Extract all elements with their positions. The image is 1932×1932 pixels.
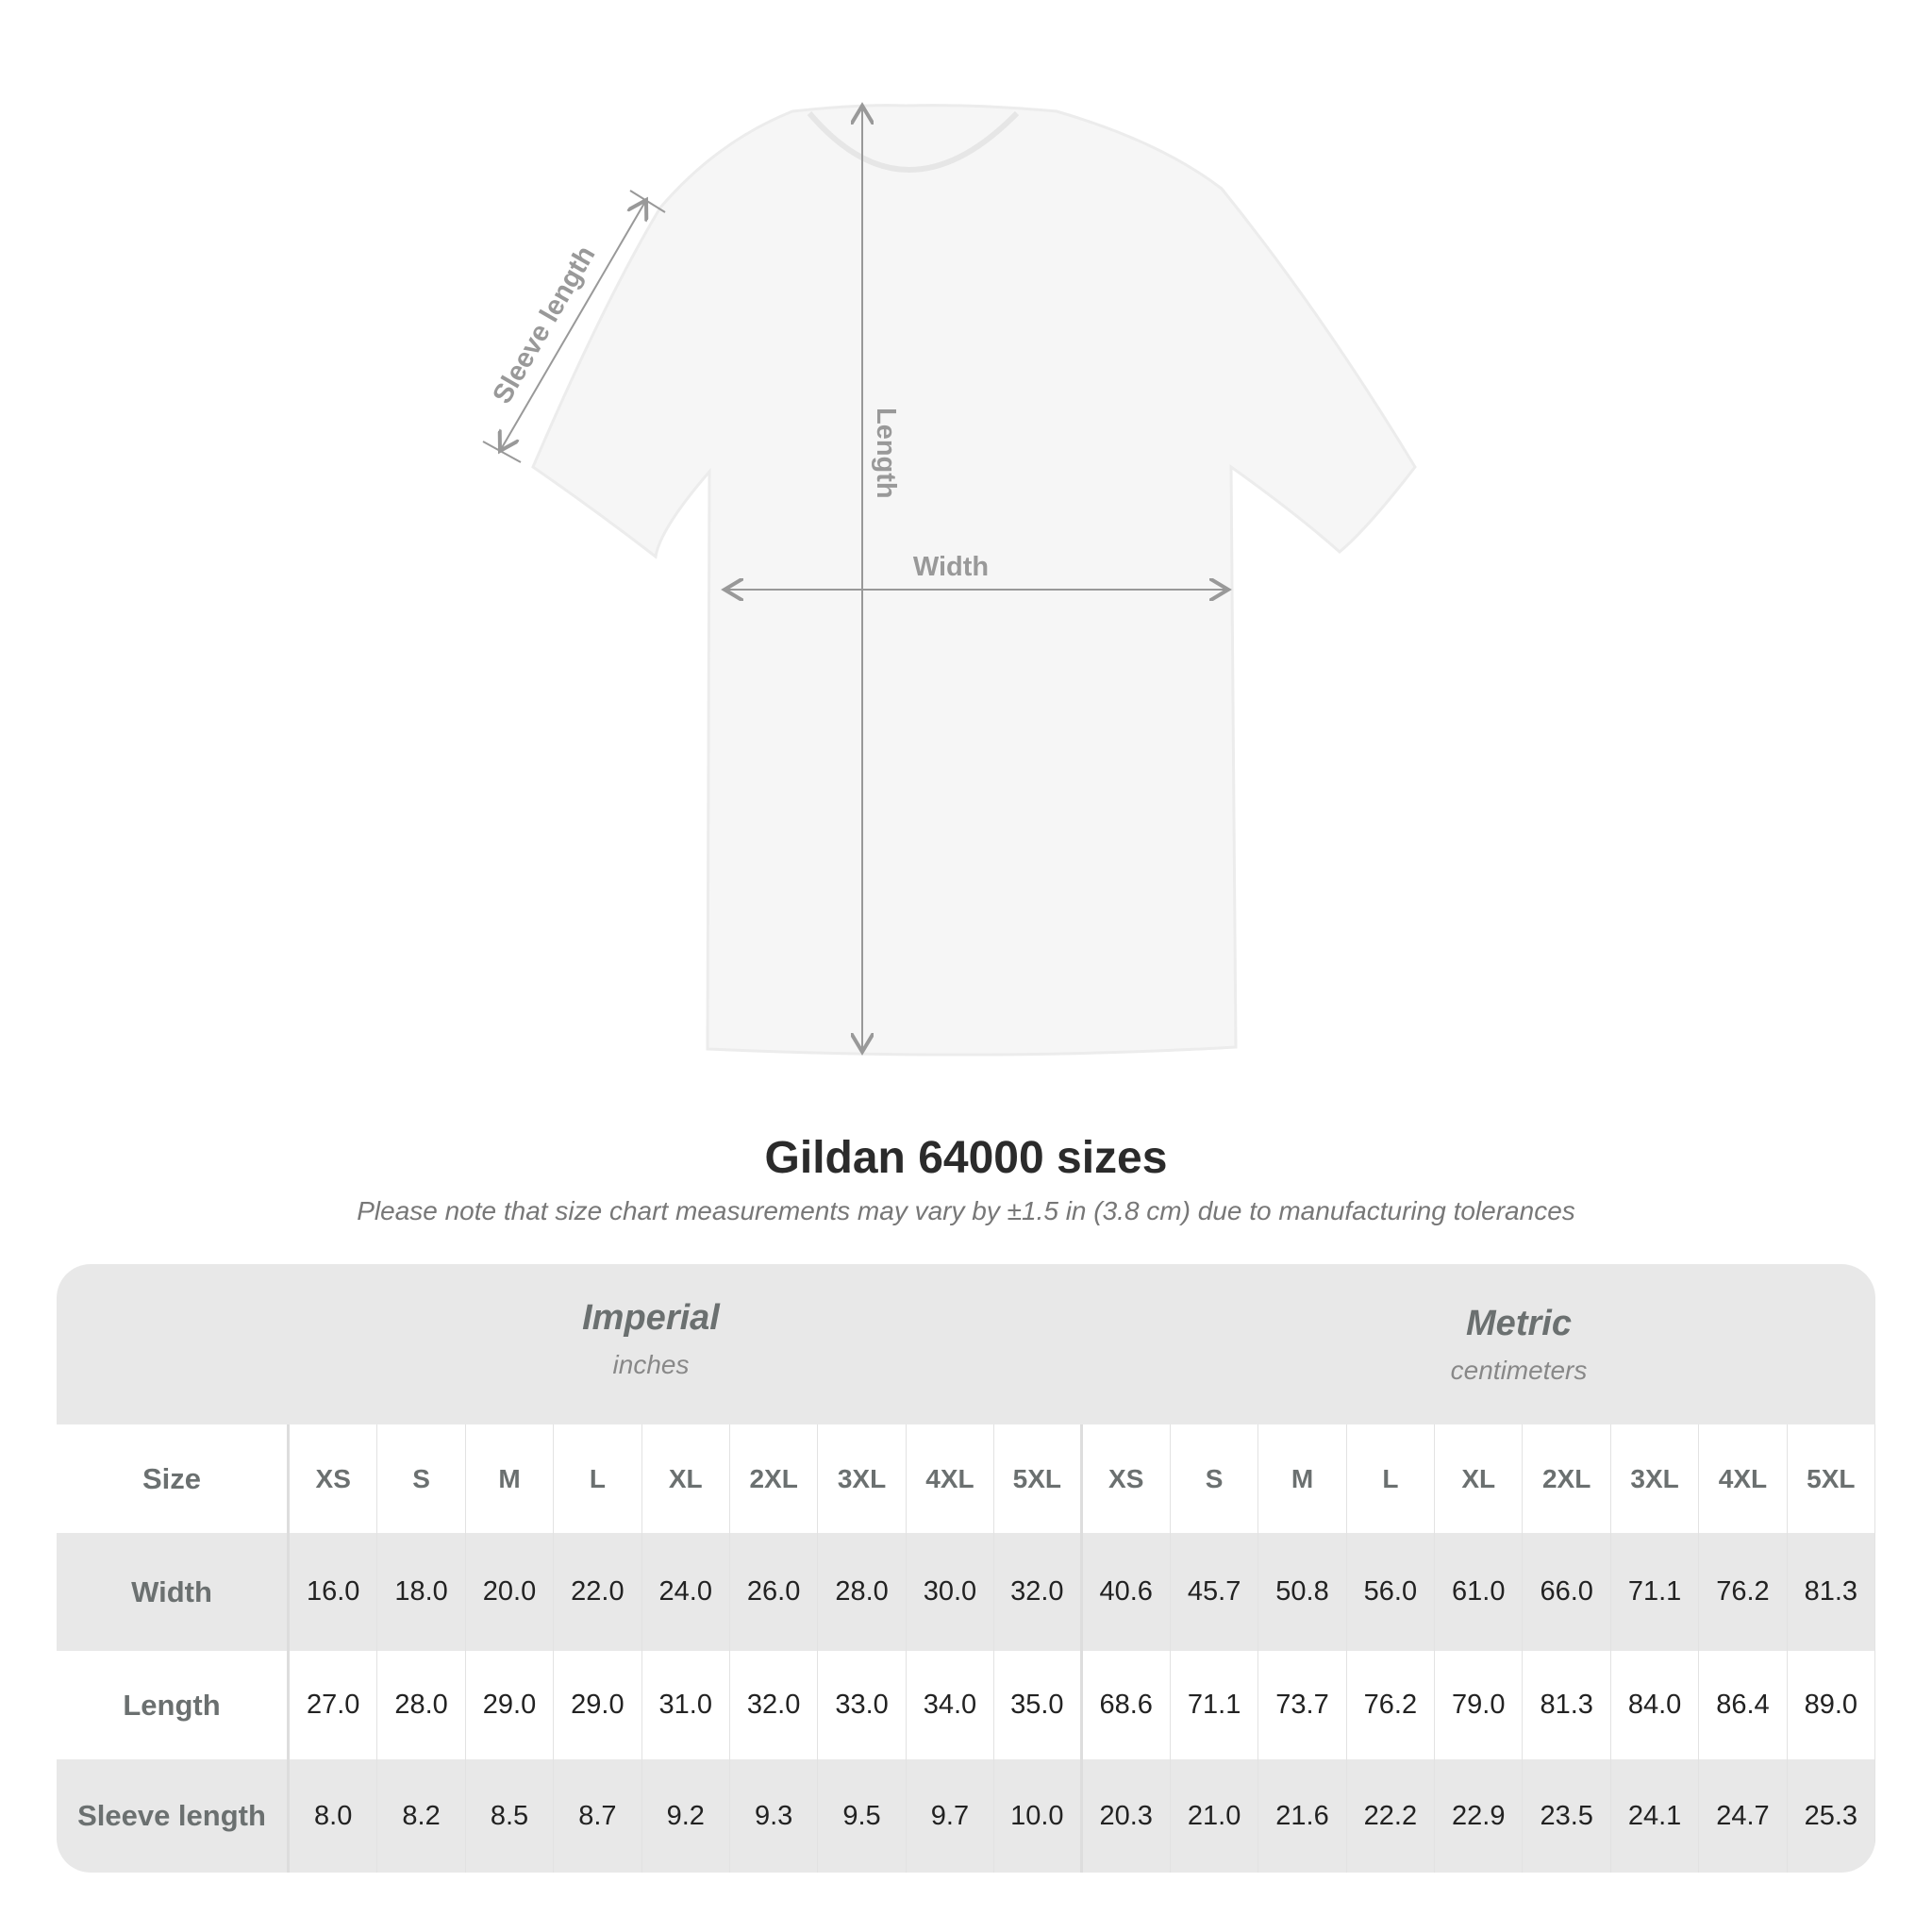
- value-cell: 33.0: [818, 1651, 907, 1759]
- size-header-cell: 5XL: [1788, 1424, 1875, 1533]
- value-cell: 10.0: [994, 1759, 1083, 1873]
- size-header-cell: XL: [1435, 1424, 1524, 1533]
- length-label: Length: [871, 408, 901, 499]
- size-header-cell: S: [1171, 1424, 1259, 1533]
- value-cell: 20.0: [466, 1533, 555, 1651]
- sleeve-arrow: [500, 200, 646, 451]
- value-cell: 32.0: [730, 1651, 819, 1759]
- value-cell: 22.0: [554, 1533, 642, 1651]
- value-cell: 29.0: [466, 1651, 555, 1759]
- row-label: Width: [57, 1533, 290, 1651]
- size-header-cell: M: [466, 1424, 555, 1533]
- size-header-cell: XL: [642, 1424, 730, 1533]
- imperial-unit: inches: [612, 1350, 690, 1379]
- value-cell: 22.9: [1435, 1759, 1524, 1873]
- value-cell: 71.1: [1611, 1533, 1700, 1651]
- table-row: Sleeve length 8.0 8.2 8.5 8.7 9.2 9.3 9.5 9.7 10.…: [57, 1759, 1875, 1873]
- value-cell: 30.0: [907, 1533, 995, 1651]
- value-cell: 8.2: [377, 1759, 466, 1873]
- value-cell: 56.0: [1347, 1533, 1436, 1651]
- value-cell: 22.2: [1347, 1759, 1436, 1873]
- value-cell: 40.6: [1083, 1533, 1171, 1651]
- tshirt-diagram: Sleeve length Length Width: [482, 0, 1417, 1057]
- value-cell: 81.3: [1523, 1651, 1611, 1759]
- table-row: Length 27.0 28.0 29.0 29.0 31.0 32.0 33.0 34.0 35…: [57, 1651, 1875, 1759]
- value-cell: 27.0: [290, 1651, 378, 1759]
- imperial-title: Imperial: [582, 1298, 720, 1338]
- value-cell: 8.7: [554, 1759, 642, 1873]
- size-header-cell: 2XL: [730, 1424, 819, 1533]
- value-cell: 50.8: [1258, 1533, 1347, 1651]
- size-header-cell: 5XL: [994, 1424, 1083, 1533]
- table-row: Width 16.0 18.0 20.0 22.0 24.0 26.0 28.0 30.0 32.…: [57, 1533, 1875, 1651]
- value-cell: 35.0: [994, 1651, 1083, 1759]
- size-header-cell: XS: [290, 1424, 378, 1533]
- value-cell: 25.3: [1788, 1759, 1875, 1873]
- value-cell: 9.2: [642, 1759, 730, 1873]
- value-cell: 20.3: [1083, 1759, 1171, 1873]
- value-cell: 61.0: [1435, 1533, 1524, 1651]
- metric-title: Metric: [1466, 1304, 1572, 1343]
- tolerance-note: Please note that size chart measurements…: [357, 1196, 1575, 1225]
- value-cell: 34.0: [907, 1651, 995, 1759]
- row-label: Length: [57, 1651, 290, 1759]
- table-header: Imperial inches Metric centimeters: [57, 1264, 1875, 1424]
- value-cell: 16.0: [290, 1533, 378, 1651]
- value-cell: 81.3: [1788, 1533, 1875, 1651]
- size-header-cell: XS: [1083, 1424, 1171, 1533]
- metric-header: Metric centimeters: [1283, 1304, 1755, 1386]
- value-cell: 24.7: [1699, 1759, 1788, 1873]
- value-cell: 79.0: [1435, 1651, 1524, 1759]
- value-cell: 18.0: [377, 1533, 466, 1651]
- value-cell: 28.0: [377, 1651, 466, 1759]
- width-label: Width: [913, 552, 989, 582]
- imperial-header: Imperial inches: [415, 1298, 887, 1380]
- size-header-cell: 3XL: [1611, 1424, 1700, 1533]
- size-header-cell: L: [1347, 1424, 1436, 1533]
- value-cell: 28.0: [818, 1533, 907, 1651]
- size-header-cell: S: [377, 1424, 466, 1533]
- value-cell: 32.0: [994, 1533, 1083, 1651]
- value-cell: 76.2: [1347, 1651, 1436, 1759]
- size-header-cell: 4XL: [1699, 1424, 1788, 1533]
- value-cell: 23.5: [1523, 1759, 1611, 1873]
- value-cell: 26.0: [730, 1533, 819, 1651]
- value-cell: 9.3: [730, 1759, 819, 1873]
- page-title: Gildan 64000 sizes: [764, 1133, 1168, 1183]
- value-cell: 31.0: [642, 1651, 730, 1759]
- size-header-cell: 4XL: [907, 1424, 995, 1533]
- size-table: Imperial inches Metric centimeters Size X…: [57, 1264, 1875, 1873]
- value-cell: 9.5: [818, 1759, 907, 1873]
- value-cell: 24.0: [642, 1533, 730, 1651]
- value-cell: 68.6: [1083, 1651, 1171, 1759]
- value-cell: 84.0: [1611, 1651, 1700, 1759]
- size-header-cell: 2XL: [1523, 1424, 1611, 1533]
- value-cell: 29.0: [554, 1651, 642, 1759]
- row-label: Sleeve length: [57, 1759, 290, 1873]
- value-cell: 9.7: [907, 1759, 995, 1873]
- size-header-cell: 3XL: [818, 1424, 907, 1533]
- value-cell: 45.7: [1171, 1533, 1259, 1651]
- value-cell: 21.6: [1258, 1759, 1347, 1873]
- value-cell: 21.0: [1171, 1759, 1259, 1873]
- value-cell: 86.4: [1699, 1651, 1788, 1759]
- value-cell: 73.7: [1258, 1651, 1347, 1759]
- size-header-cell: M: [1258, 1424, 1347, 1533]
- metric-unit: centimeters: [1450, 1356, 1588, 1385]
- size-header-cell: L: [554, 1424, 642, 1533]
- value-cell: 8.5: [466, 1759, 555, 1873]
- size-header-row: Size XS S M L XL 2XL 3XL 4XL 5XL XS S M L XL 2XL 3XL 4XL 5…: [57, 1424, 1875, 1533]
- value-cell: 66.0: [1523, 1533, 1611, 1651]
- value-cell: 76.2: [1699, 1533, 1788, 1651]
- row-label: Size: [57, 1424, 290, 1533]
- value-cell: 89.0: [1788, 1651, 1875, 1759]
- value-cell: 71.1: [1171, 1651, 1259, 1759]
- value-cell: 24.1: [1611, 1759, 1700, 1873]
- value-cell: 8.0: [290, 1759, 378, 1873]
